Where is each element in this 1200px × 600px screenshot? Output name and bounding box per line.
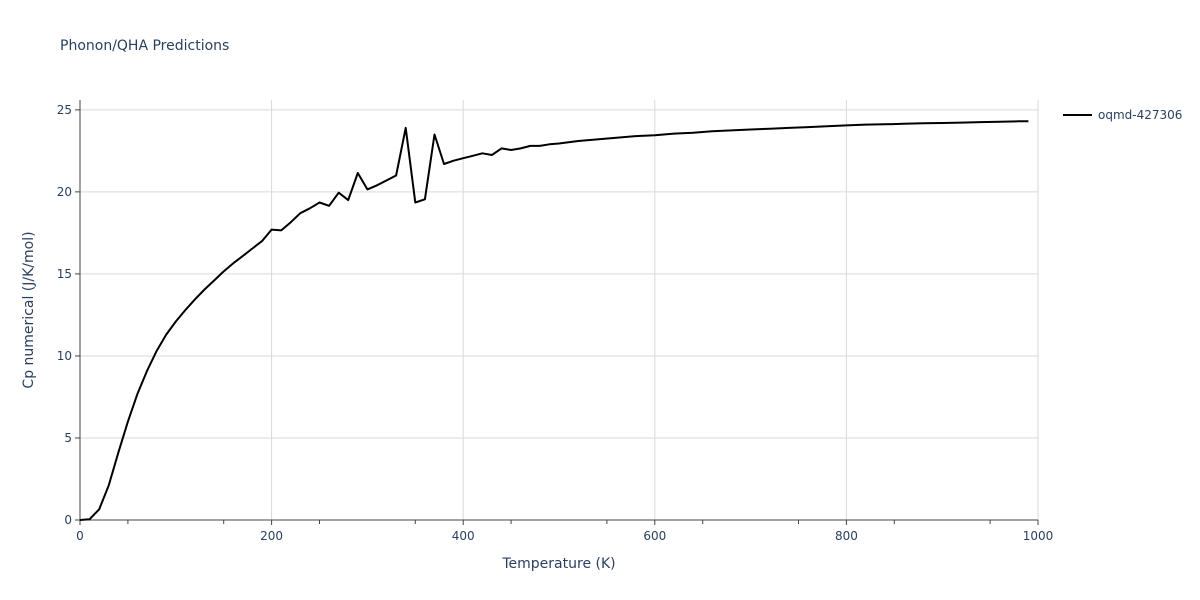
- x-tick-label: 1000: [1023, 529, 1054, 543]
- y-tick-label: 25: [57, 103, 72, 117]
- legend[interactable]: oqmd-427306: [1063, 108, 1182, 122]
- legend-label: oqmd-427306: [1098, 108, 1182, 122]
- x-tick-label: 200: [260, 529, 283, 543]
- y-tick-label: 5: [64, 431, 72, 445]
- y-tick-label: 20: [57, 185, 72, 199]
- x-axis-title: Temperature (K): [501, 556, 615, 572]
- y-tick-label: 10: [57, 349, 72, 363]
- x-tick-label: 800: [835, 529, 858, 543]
- y-tick-label: 15: [57, 267, 72, 281]
- x-tick-label: 600: [643, 529, 666, 543]
- y-axis-title: Cp numerical (J/K/mol): [21, 231, 37, 388]
- series-layer: [79, 120, 1029, 521]
- x-tick-label: 0: [76, 529, 84, 543]
- chart-title: Phonon/QHA Predictions: [60, 38, 229, 54]
- y-tick-label: 0: [64, 513, 72, 527]
- series-line-oqmd-427306: [79, 120, 1029, 521]
- x-tick-label: 400: [452, 529, 475, 543]
- grid: [80, 100, 1039, 520]
- axis-ticks: 0 200 400 600 800 1000 0 5 10 15 20 25: [57, 103, 1054, 543]
